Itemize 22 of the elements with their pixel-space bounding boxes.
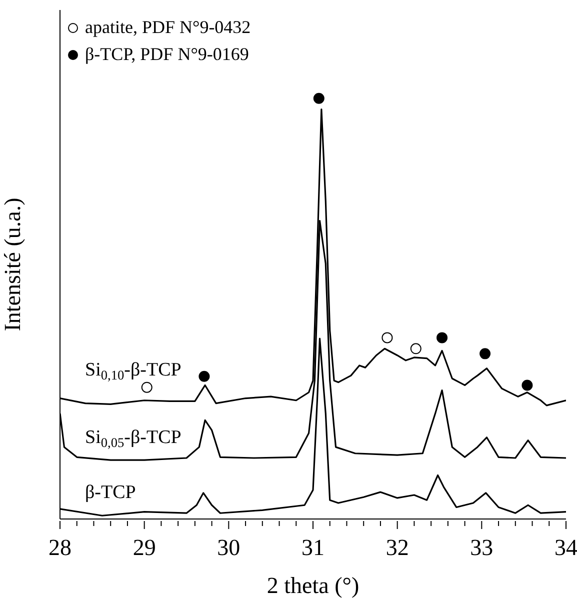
point [198,370,210,382]
x-tick-label: 32 [386,535,409,560]
x-tick-label: 30 [217,535,240,560]
point [522,380,533,391]
point [382,332,393,344]
x-tick-label: 33 [470,535,494,560]
series-label: Si$_{0,10}$-β-TCP [85,359,182,382]
x-axis-title: 2 theta (°) [266,573,360,598]
point [313,92,324,104]
series-label: Si$_{0,05}$-β-TCP [85,427,182,450]
point [480,348,491,360]
y-axis-title: Intensité (u.a.) [0,198,26,332]
point [410,343,422,354]
legend-label: β-TCP, PDF N°9-0169 [85,44,249,65]
x-tick-label: 31 [302,535,324,560]
point [141,382,152,393]
legend-label: apatite, PDF N°9-0432 [85,17,251,38]
series-label: β-TCP [85,482,136,503]
point [436,332,448,344]
x-tick-label: 34 [554,535,577,560]
x-tick-label: 29 [132,535,156,560]
x-tick-label: 28 [48,535,72,560]
